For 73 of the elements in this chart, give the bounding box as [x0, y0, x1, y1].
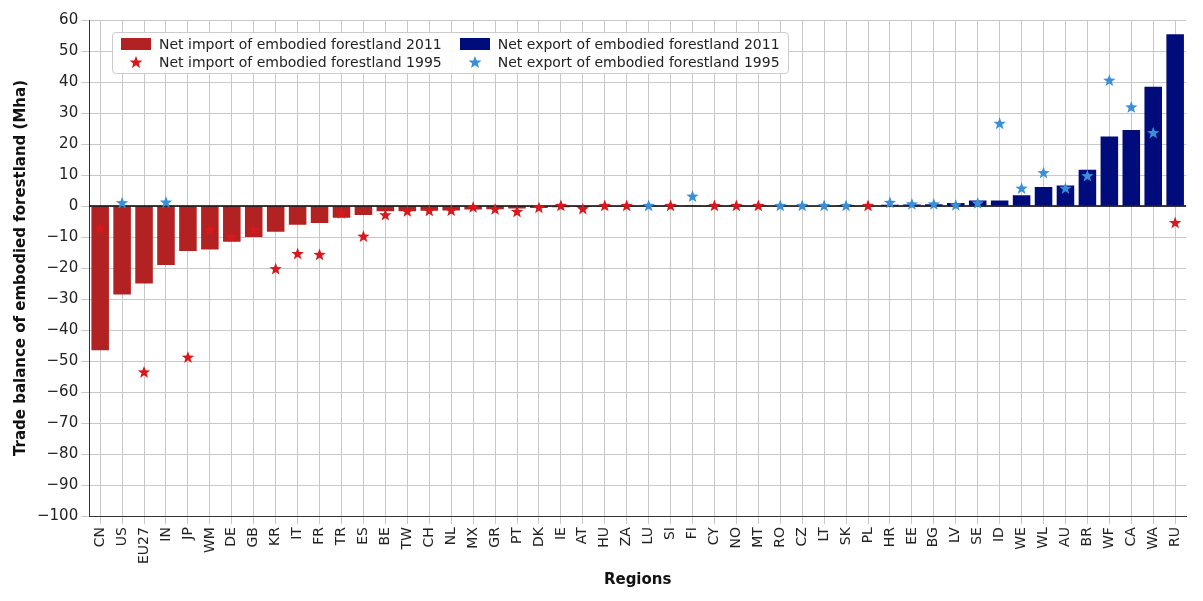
y-tick-label: −20: [46, 257, 79, 276]
y-tick-label: −60: [46, 381, 79, 400]
x-tick-label: LT: [814, 526, 831, 542]
y-tick-label: −50: [46, 350, 79, 369]
x-tick-label: MT: [748, 526, 765, 548]
x-tick-label: DE: [222, 527, 239, 547]
x-tick-label: NO: [727, 527, 744, 549]
y-tick-label: −10: [46, 226, 79, 245]
x-tick-label: DK: [529, 526, 546, 548]
x-tick-label: ZA: [617, 526, 634, 547]
x-tick-label: WL: [1034, 526, 1051, 549]
x-tick-label: TR: [332, 526, 349, 547]
y-tick-label: −70: [46, 412, 79, 431]
x-tick-label: JP: [178, 527, 195, 541]
y-tick-label: 0: [68, 195, 79, 214]
y-tick-label: −80: [46, 443, 79, 462]
legend-label: Net import of embodied forestland 2011: [159, 36, 442, 52]
x-tick-label: BG: [924, 527, 941, 548]
x-tick-label: FI: [683, 527, 700, 540]
y-tick-label: 60: [59, 9, 79, 28]
y-tick-label: −90: [46, 474, 79, 493]
y-tick-label: 50: [59, 40, 79, 59]
y-axis-title: Trade balance of embodied forestland (Mha): [10, 80, 29, 457]
legend-label: Net export of embodied forestland 2011: [497, 36, 780, 52]
x-tick-label: ID: [990, 527, 1007, 543]
y-tick-label: 20: [59, 133, 79, 152]
x-tick-label: BE: [376, 527, 393, 546]
x-tick-label: AT: [573, 526, 590, 545]
x-tick-label: WM: [200, 527, 217, 554]
x-tick-label: HR: [880, 526, 897, 548]
x-tick-label: MX: [463, 526, 480, 549]
x-axis-title: Regions: [603, 569, 672, 588]
x-tick-label: FR: [310, 526, 327, 545]
x-tick-label: NL: [441, 526, 458, 546]
y-tick-label: 40: [59, 71, 79, 90]
x-tick-label: GR: [485, 526, 502, 548]
x-tick-label: LU: [639, 527, 656, 545]
x-tick-label: WF: [1099, 527, 1116, 549]
x-tick-label: PT: [507, 526, 524, 545]
x-tick-label: CZ: [792, 527, 809, 547]
x-tick-label: EE: [902, 527, 919, 545]
x-tick-label: CN: [90, 527, 107, 548]
x-tick-label: RU: [1165, 527, 1182, 548]
x-tick-label: BR: [1078, 526, 1095, 547]
x-tick-label: AU: [1056, 527, 1073, 547]
y-tick-label: −40: [46, 319, 79, 338]
x-tick-label: WE: [1012, 527, 1029, 550]
y-tick-label: −100: [37, 505, 79, 524]
x-tick-label: TW: [397, 526, 414, 551]
x-tick-label: ES: [354, 526, 371, 545]
y-tick-label: 10: [59, 164, 79, 183]
legend-label: Net import of embodied forestland 1995: [159, 54, 442, 70]
x-tick-label: SK: [836, 526, 853, 546]
x-tick-label: RO: [770, 527, 787, 548]
x-tick-label: HU: [595, 527, 612, 548]
x-tick-label: WA: [1143, 526, 1160, 550]
legend-label: Net export of embodied forestland 1995: [497, 54, 780, 70]
x-tick-label: US: [112, 526, 129, 547]
x-tick-label: IT: [288, 526, 305, 540]
x-tick-label: SE: [968, 527, 985, 545]
x-tick-label: SI: [661, 527, 678, 541]
x-tick-label: KR: [266, 526, 283, 547]
x-tick-label: CH: [419, 527, 436, 548]
x-tick-label: EU27: [134, 527, 151, 565]
y-tick-label: 30: [59, 102, 79, 121]
x-tick-label: IN: [156, 527, 173, 542]
x-tick-label: PL: [858, 526, 875, 544]
x-tick-label: LV: [946, 526, 963, 543]
x-tick-label: GB: [244, 527, 261, 548]
y-tick-label: −30: [46, 288, 79, 307]
x-tick-label: CA: [1121, 526, 1138, 547]
x-tick-label: CY: [705, 526, 722, 546]
x-tick-label: IE: [551, 527, 568, 541]
